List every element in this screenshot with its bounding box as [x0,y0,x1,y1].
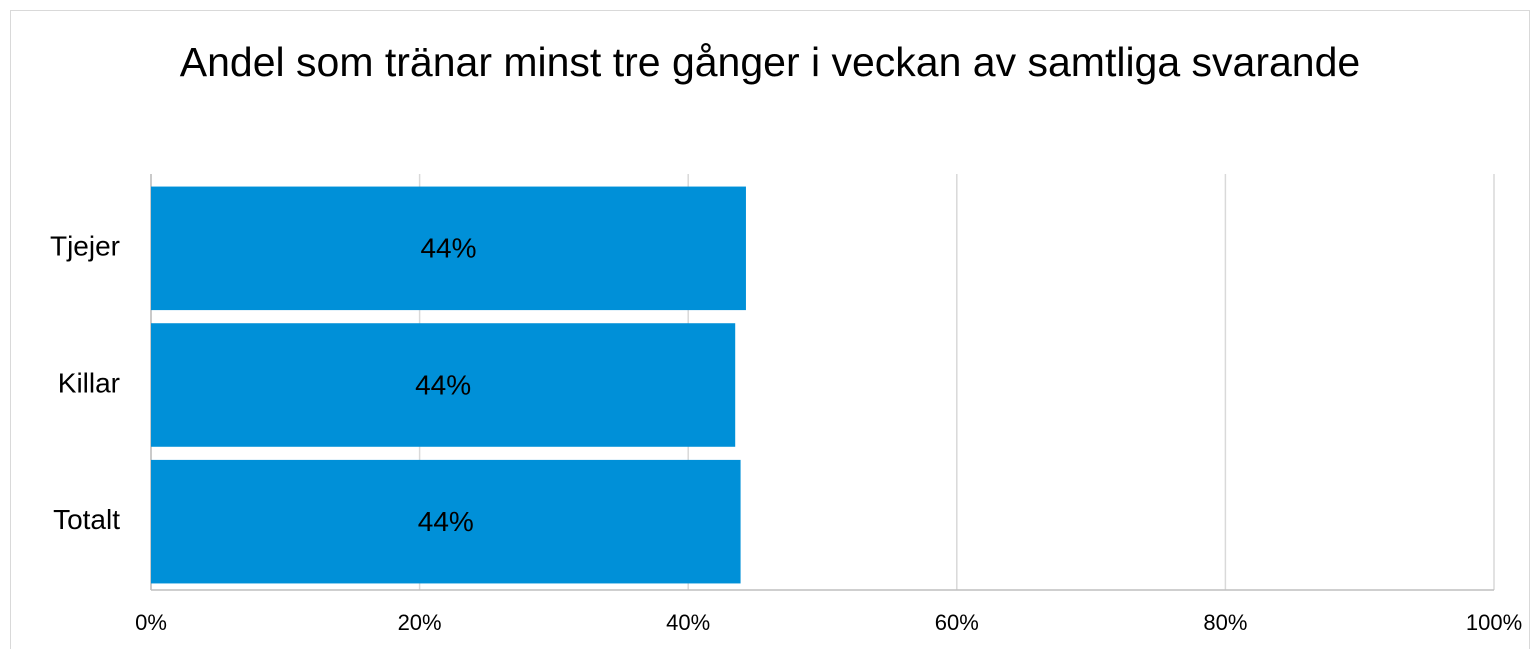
x-tick-label: 80% [1203,610,1247,635]
x-tick-label: 100% [1466,610,1522,635]
x-tick-label: 60% [935,610,979,635]
data-label: 44% [420,233,476,264]
x-tick-label: 20% [398,610,442,635]
chart-frame [10,10,1530,649]
y-tick-label: Killar [58,367,120,398]
bar [151,186,746,311]
data-label: 44% [418,506,474,537]
bar [151,459,741,584]
y-tick-label: Tjejer [50,231,120,262]
y-tick-label: Totalt [53,504,120,535]
x-tick-label: 0% [135,610,167,635]
x-tick-label: 40% [666,610,710,635]
data-label: 44% [415,369,471,400]
bar [151,323,736,447]
chart-title: Andel som tränar minst tre gånger i veck… [179,39,1361,85]
